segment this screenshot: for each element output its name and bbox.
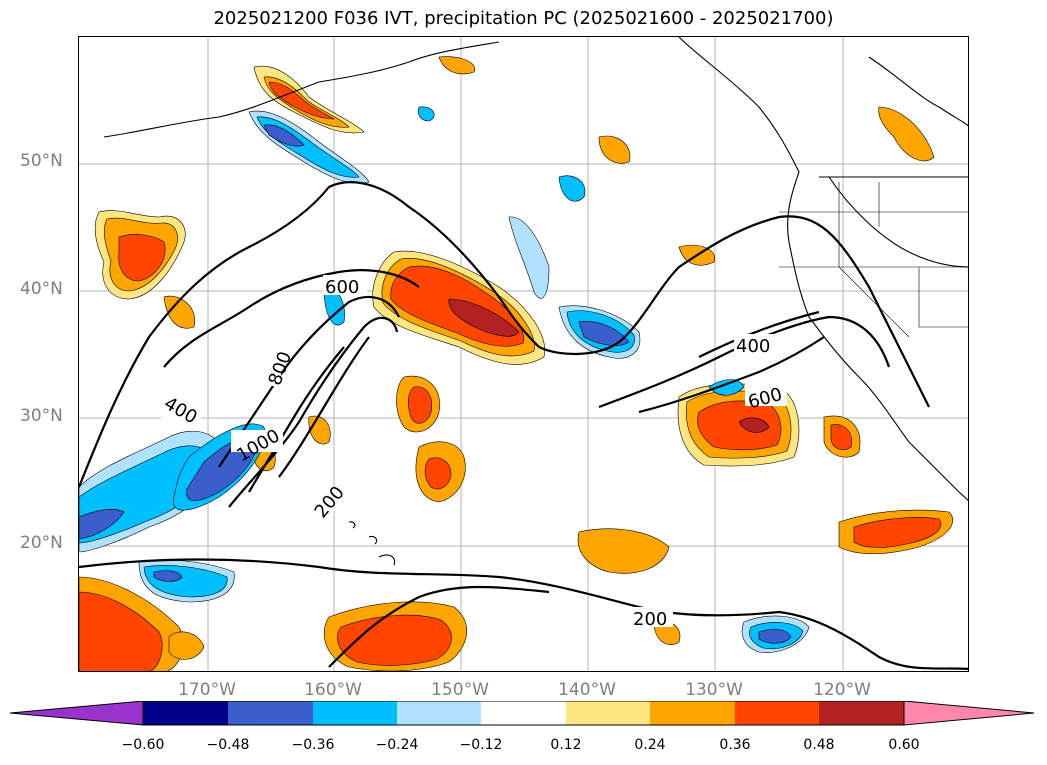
lat-label-50n: 50°N (20, 151, 63, 171)
colorbar-tick: −0.48 (206, 737, 250, 753)
graticule (79, 37, 968, 671)
colorbar-swatch (566, 701, 650, 725)
contour-label-400-b: 400 (736, 336, 770, 357)
colorbar-tick: 0.60 (888, 737, 920, 753)
colorbar-swatch (228, 701, 313, 725)
colorbar-extend-high (903, 701, 1035, 726)
coastlines (103, 37, 968, 566)
colorbar-swatch (735, 701, 819, 725)
lat-label-20n: 20°N (20, 533, 63, 553)
colorbar-tick: 0.24 (634, 737, 666, 753)
colorbar-tick: 0.48 (803, 737, 835, 753)
colorbar-swatch (143, 701, 228, 725)
ivt-contours (79, 181, 968, 671)
lon-label-160w: 160°W (304, 680, 362, 700)
colorbar-swatch (397, 701, 481, 725)
contour-label-200-b: 200 (633, 609, 667, 630)
map-title: 2025021200 F036 IVT, precipitation PC (2… (213, 8, 834, 29)
map-canvas: 600 800 400 1000 200 400 600 200 (79, 37, 968, 671)
precip-negative-patches (79, 106, 810, 653)
precip-positive-patches (79, 56, 954, 671)
colorbar-swatch (481, 701, 566, 725)
colorbar-tick: 0.36 (719, 737, 751, 753)
colorbar-tick: −0.60 (121, 737, 165, 753)
lat-label-40n: 40°N (20, 279, 63, 299)
lon-label-120w: 120°W (813, 680, 871, 700)
colorbar-swatch (650, 701, 735, 725)
colorbar (10, 701, 1035, 726)
state-borders (779, 182, 968, 338)
contour-label-600-a: 600 (325, 277, 359, 298)
lon-label-170w: 170°W (178, 680, 236, 700)
colorbar-tick: −0.24 (375, 737, 419, 753)
lon-label-140w: 140°W (558, 680, 616, 700)
lon-label-150w: 150°W (431, 680, 489, 700)
colorbar-tick: −0.36 (291, 737, 335, 753)
colorbar-tick: −0.12 (459, 737, 503, 753)
map-panel: 600 800 400 1000 200 400 600 200 (78, 36, 969, 672)
colorbar-swatch (313, 701, 397, 725)
colorbar-extend-low (10, 701, 144, 726)
colorbar-swatch (819, 701, 904, 725)
lat-label-30n: 30°N (20, 406, 63, 426)
colorbar-tick: 0.12 (550, 737, 582, 753)
lon-label-130w: 130°W (685, 680, 743, 700)
